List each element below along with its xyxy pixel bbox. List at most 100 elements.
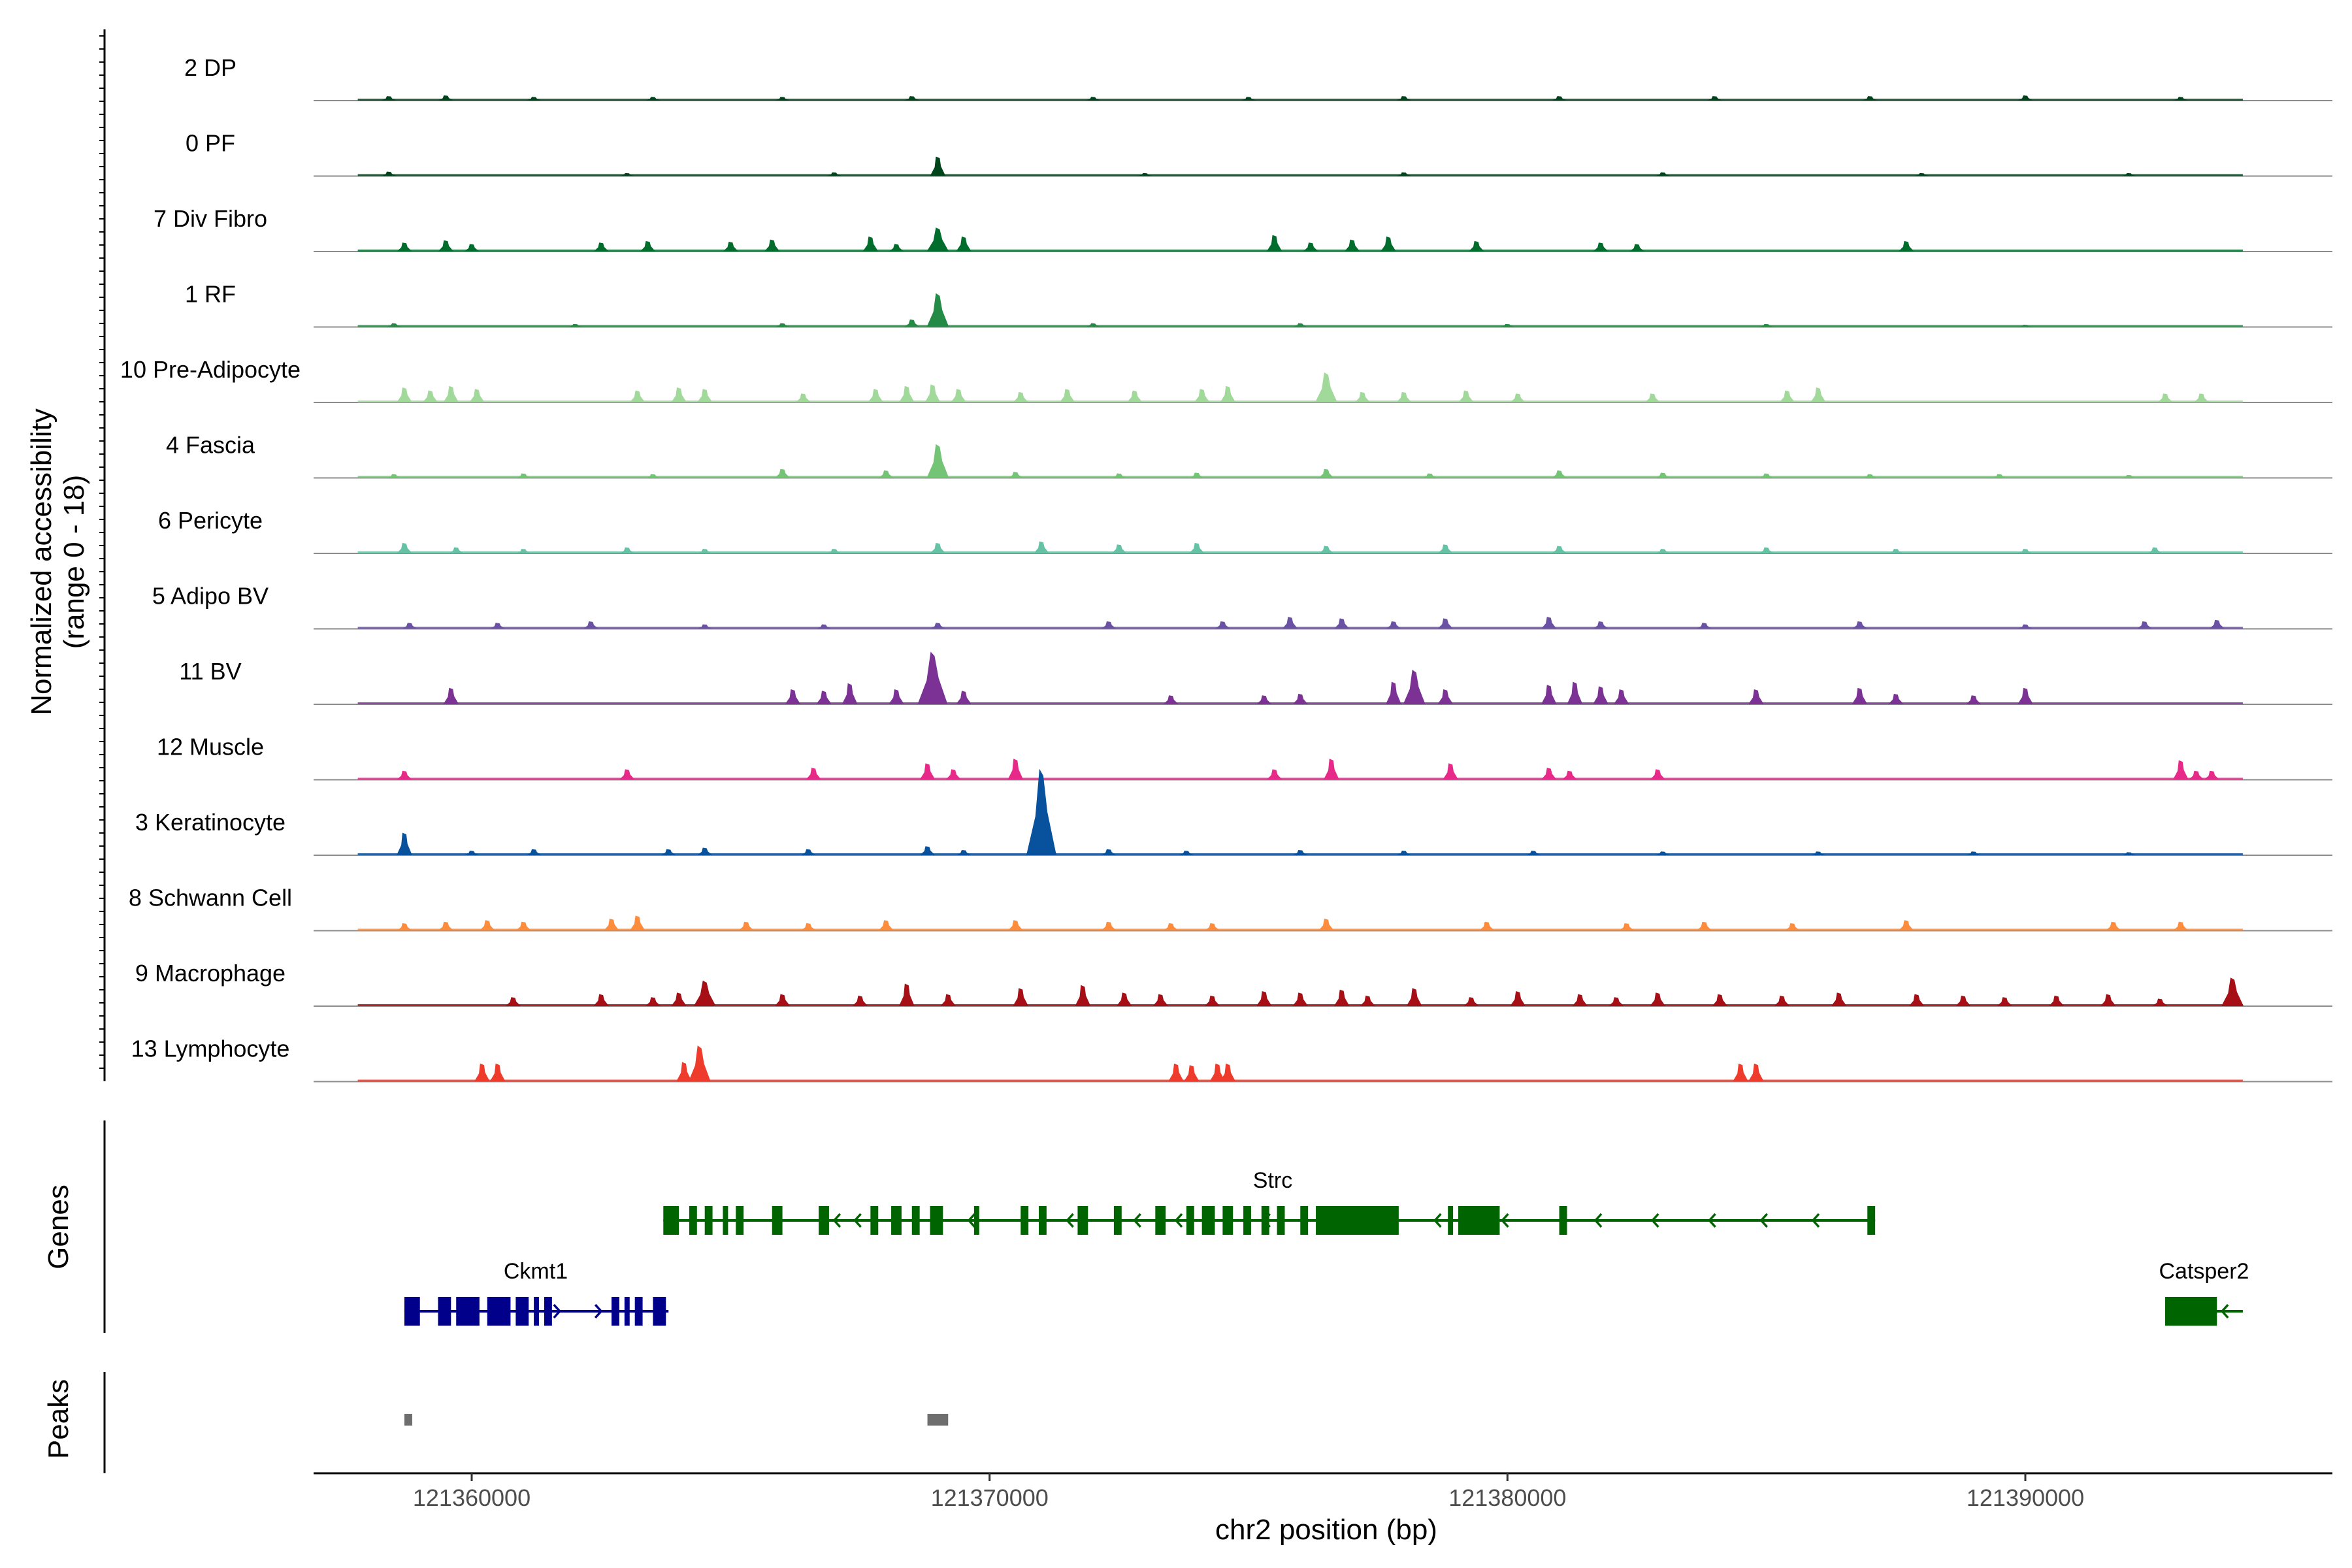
coverage-peak — [2188, 770, 2204, 780]
coverage-peak — [1655, 549, 1671, 553]
strand-arrow — [1174, 1213, 1183, 1228]
coverage-background — [357, 400, 2243, 402]
coverage-peak — [1333, 989, 1350, 1006]
coverage-track: 11 BV — [179, 651, 2332, 705]
gene-exon — [819, 1206, 829, 1235]
track-label: 11 BV — [179, 658, 241, 685]
coverage-peak — [2152, 998, 2168, 1006]
coverage-peak — [1965, 695, 1982, 704]
coverage-peak — [1748, 1063, 1764, 1082]
coverage-peak — [1126, 390, 1143, 402]
coverage-track: 6 Pericyte — [158, 507, 2332, 554]
coverage-background — [357, 627, 2243, 629]
coverage-peak — [1282, 617, 1298, 629]
coverage-peak — [505, 997, 521, 1006]
strand-arrow — [1433, 1213, 1442, 1228]
strand-arrow — [1708, 1213, 1716, 1228]
coverage-peak — [2121, 172, 2137, 176]
coverage-peak — [1396, 391, 1412, 402]
gene-exon — [736, 1206, 744, 1235]
coverage-peak — [1360, 995, 1376, 1006]
coverage-peak — [474, 1063, 490, 1082]
x-tick-label: 121360000 — [413, 1484, 531, 1511]
coverage-peak — [1266, 769, 1282, 780]
coverage-peak — [1618, 923, 1635, 931]
gene-exon — [704, 1206, 713, 1235]
gene-exon — [1077, 1206, 1088, 1235]
coverage-background — [357, 174, 2243, 176]
coverage-peak — [1422, 473, 1438, 478]
coverage-peak — [593, 242, 610, 252]
strand-arrow — [2220, 1303, 2229, 1319]
coverage-peak — [2017, 687, 2033, 704]
coverage-background — [357, 99, 2243, 101]
coverage-peak — [1593, 242, 1609, 252]
coverage-peak — [1007, 920, 1024, 931]
coverage-peak — [1774, 995, 1790, 1006]
coverage-peak — [1220, 385, 1236, 402]
coverage-peak — [1908, 994, 1925, 1006]
gene-exon — [1316, 1206, 1399, 1235]
coverage-peak — [1712, 994, 1728, 1006]
coverage-peak — [396, 387, 412, 402]
gene-exon — [653, 1297, 666, 1326]
coverage-peak — [1256, 695, 1272, 704]
coverage-peak — [774, 97, 791, 101]
coverage-peak — [1914, 172, 1930, 176]
coverage-peak — [1696, 921, 1712, 931]
gene-name-label: Strc — [1253, 1168, 1292, 1193]
coverage-peak — [1085, 323, 1102, 327]
coverage-peak — [868, 389, 884, 402]
coverage-peak — [1862, 96, 1878, 101]
x-tick-label: 121380000 — [1448, 1484, 1566, 1511]
coverage-peak — [1758, 473, 1774, 478]
coverage-peak — [2017, 95, 2033, 101]
track-label: 2 DP — [184, 54, 237, 81]
coverage-peak — [1510, 393, 1526, 402]
coverage-peak — [619, 547, 635, 553]
strand-arrow — [1133, 1213, 1141, 1228]
coverage-peak — [1810, 851, 1826, 855]
gene: Catsper2 — [2159, 1259, 2249, 1326]
coverage-peak — [1033, 541, 1049, 553]
coverage-peak — [1385, 681, 1401, 704]
coverage-peak — [904, 319, 920, 327]
coverage-peak — [396, 832, 412, 855]
coverage-peak — [1333, 618, 1350, 629]
coverage-peak — [468, 389, 485, 402]
coverage-track: 8 Schwann Cell — [129, 885, 2332, 932]
coverage-peak — [904, 96, 920, 101]
gene-exon — [544, 1297, 552, 1326]
coverage-peak — [1733, 1063, 1749, 1082]
coverage-peak — [396, 770, 412, 780]
track-label: 8 Schwann Cell — [129, 885, 292, 911]
gene-exon — [1448, 1206, 1454, 1235]
coverage-peak — [1887, 549, 1904, 553]
coverage-peak — [1463, 997, 1479, 1006]
peaks-panel — [103, 1372, 949, 1473]
coverage-peak — [1468, 240, 1484, 252]
coverage-track: 4 Fascia — [166, 432, 2332, 479]
coverage-peak — [2136, 621, 2153, 629]
coverage-peak — [1100, 849, 1117, 855]
coverage-peak — [774, 323, 791, 327]
coverage-peak — [2017, 624, 2033, 629]
coverage-peak — [629, 915, 645, 931]
coverage-peak — [2221, 977, 2244, 1006]
coverage-peak — [1955, 995, 1971, 1006]
coverage-peak — [443, 385, 459, 402]
coverage-peak — [604, 919, 620, 931]
coverage-peak — [917, 651, 948, 704]
coverage-peak — [1458, 390, 1474, 402]
x-tick-label: 121370000 — [931, 1484, 1049, 1511]
coverage-peak — [1784, 923, 1801, 931]
coverage-peak — [1541, 617, 1557, 629]
gene-exon — [2165, 1297, 2217, 1326]
coverage-peak — [567, 323, 583, 327]
coverage-peak — [1220, 1063, 1236, 1082]
coverage-track: 9 Macrophage — [135, 960, 2332, 1007]
gene-exon — [1201, 1206, 1215, 1235]
gene-exon — [404, 1297, 420, 1326]
strand-arrow — [1262, 1213, 1271, 1228]
